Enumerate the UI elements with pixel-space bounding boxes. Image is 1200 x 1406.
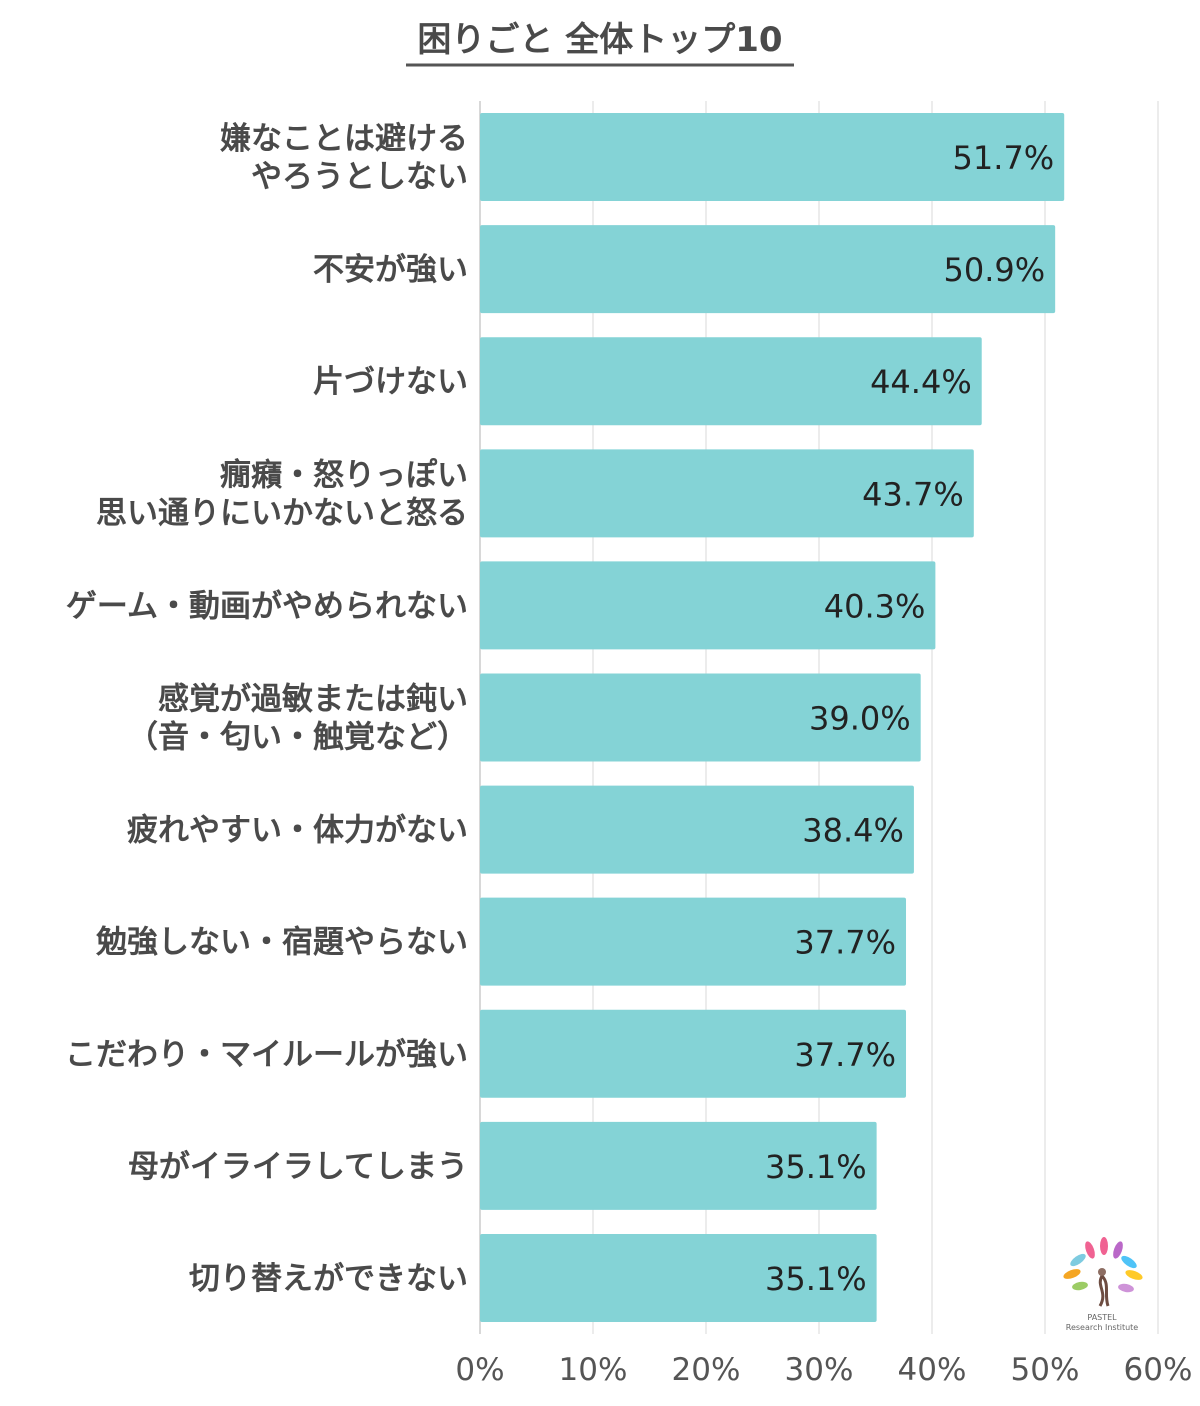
x-tick-label: 50% — [1011, 1352, 1080, 1388]
category-label-line: ゲーム・動画がやめられない — [66, 588, 468, 624]
logo-subtitle: Research Institute — [1066, 1323, 1139, 1332]
bar-value-label: 37.7% — [794, 924, 896, 962]
x-tick-label: 10% — [559, 1352, 628, 1388]
category-label-line: やろうとしない — [251, 159, 468, 195]
category-label-line: 母がイライラしてしまう — [128, 1149, 468, 1185]
bar — [480, 337, 982, 426]
x-axis-ticks: 0% 10% 20% 30% 40% 50% 60% — [455, 1352, 1192, 1388]
bar — [480, 897, 907, 986]
category-label: 感覚が過敏または鈍い（音・匂い・触覚など） — [127, 682, 468, 756]
bar-value-label: 50.9% — [944, 251, 1046, 289]
x-tick-label: 60% — [1124, 1352, 1193, 1388]
category-label: 疲れやすい・体力がない — [127, 813, 468, 849]
category-label-line: こだわり・マイルールが強い — [65, 1037, 468, 1073]
tree-logo-icon — [1063, 1237, 1143, 1307]
category-label-line: 思い通りにいかないと怒る — [96, 495, 468, 531]
category-label-line: 不安が強い — [313, 252, 468, 288]
chart-title: 困りごと 全体トップ10 — [417, 20, 782, 60]
logo-name: PASTEL — [1087, 1313, 1117, 1322]
category-label-line: 勉強しない・宿題やらない — [95, 925, 468, 961]
bar-value-label: 43.7% — [862, 475, 964, 513]
bar-value-label: 35.1% — [765, 1148, 867, 1186]
category-label-line: 癇癪・怒りっぽい — [220, 457, 468, 493]
category-label: 癇癪・怒りっぽい思い通りにいかないと怒る — [96, 457, 468, 531]
category-label: 不安が強い — [313, 252, 468, 288]
category-label: 勉強しない・宿題やらない — [95, 925, 468, 961]
category-label-line: （音・匂い・触覚など） — [127, 720, 468, 756]
bar — [480, 225, 1056, 314]
category-label: 母がイライラしてしまう — [128, 1149, 468, 1185]
category-label: 嫌なことは避けるやろうとしない — [220, 121, 468, 195]
bar-value-label: 40.3% — [824, 587, 926, 625]
bars — [480, 113, 1065, 1322]
bar — [480, 449, 974, 538]
category-label-line: 嫌なことは避ける — [220, 121, 468, 157]
x-tick-label: 0% — [455, 1352, 504, 1388]
category-label-line: 疲れやすい・体力がない — [127, 813, 468, 849]
category-label-line: 感覚が過敏または鈍い — [158, 682, 468, 718]
bar-value-label: 39.0% — [809, 700, 911, 738]
category-label-line: 切り替えができない — [189, 1261, 468, 1297]
bar-value-label: 38.4% — [802, 812, 904, 850]
x-tick-label: 30% — [785, 1352, 854, 1388]
bar — [480, 1233, 877, 1322]
category-label: こだわり・マイルールが強い — [65, 1037, 468, 1073]
category-label-line: 片づけない — [313, 364, 468, 400]
chart-title-group: 困りごと 全体トップ10 — [406, 20, 794, 67]
category-label: ゲーム・動画がやめられない — [66, 588, 468, 624]
bar — [480, 673, 921, 762]
pastel-logo: PASTEL Research Institute — [1063, 1237, 1143, 1332]
value-labels: 51.7% 50.9% 44.4% 43.7% 40.3% 39.0% 38.4% 37.7%… — [765, 139, 1054, 1298]
bar — [480, 1121, 877, 1210]
bar — [480, 561, 936, 650]
category-label: 切り替えができない — [189, 1261, 468, 1297]
bar — [480, 785, 914, 874]
category-label: 片づけない — [313, 364, 468, 400]
x-tick-label: 20% — [672, 1352, 741, 1388]
bar-value-label: 44.4% — [870, 363, 972, 401]
bar-value-label: 51.7% — [953, 139, 1055, 177]
bar — [480, 1009, 907, 1098]
bar — [480, 113, 1065, 202]
x-tick-label: 40% — [898, 1352, 967, 1388]
category-labels: 嫌なことは避けるやろうとしない不安が強い片づけない癇癪・怒りっぽい思い通りにいか… — [65, 121, 468, 1297]
bar-value-label: 35.1% — [765, 1260, 867, 1298]
bar-value-label: 37.7% — [794, 1036, 896, 1074]
